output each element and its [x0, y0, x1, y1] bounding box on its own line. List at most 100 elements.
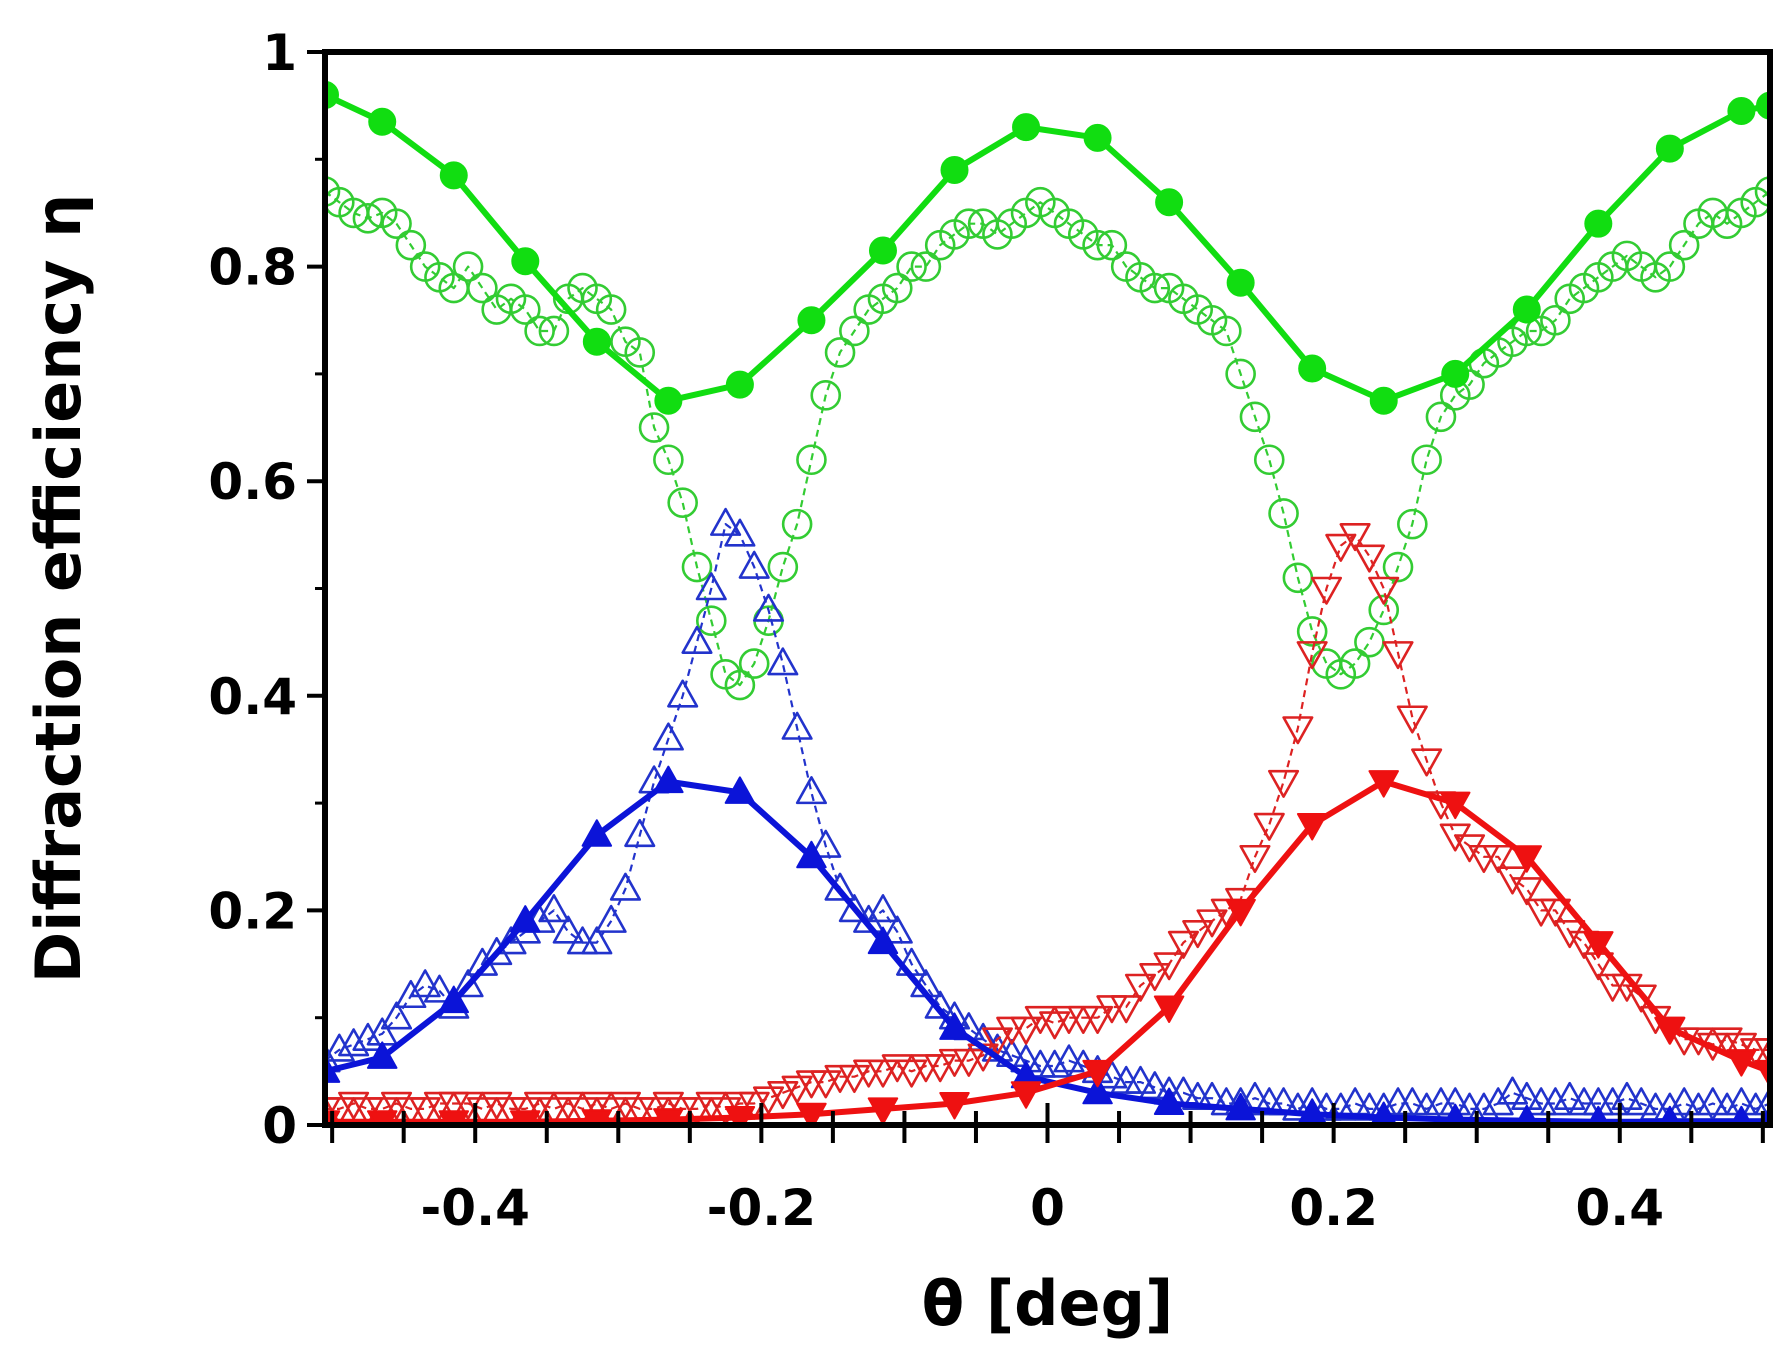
data-point — [796, 1102, 827, 1125]
data-point — [653, 765, 684, 794]
data-point — [868, 236, 897, 265]
data-point — [1010, 1081, 1042, 1109]
data-point — [1655, 134, 1684, 163]
ticks-layer: -0.4 -0.2 0 0.2 0.4 0 0.2 0.4 0.6 0.8 1 — [208, 24, 1765, 1237]
data-point — [1586, 1105, 1610, 1125]
data-point — [667, 679, 699, 708]
data-point — [1496, 866, 1529, 895]
data-point — [581, 926, 613, 955]
data-point — [1010, 1016, 1042, 1045]
data-point — [810, 1070, 842, 1099]
data-point — [1611, 1081, 1643, 1110]
data-point — [1525, 898, 1557, 927]
data-point — [538, 894, 570, 923]
data-point — [1225, 1092, 1256, 1121]
data-point — [511, 247, 540, 276]
data-point — [1053, 1044, 1085, 1073]
data-point — [1153, 995, 1185, 1023]
data-point — [1511, 877, 1543, 906]
data-point — [1325, 533, 1357, 562]
data-point — [939, 1012, 970, 1040]
data-point — [910, 251, 942, 282]
data-point — [1597, 1087, 1629, 1116]
data-point — [1139, 272, 1171, 304]
data-point — [867, 926, 899, 955]
data-point — [1368, 770, 1399, 798]
data-point — [1012, 113, 1041, 142]
data-point — [1711, 1027, 1743, 1056]
data-point — [481, 937, 513, 966]
data-point — [325, 1055, 341, 1083]
data-point — [738, 550, 770, 579]
data-point — [781, 711, 813, 740]
data-point — [1353, 544, 1385, 573]
data-point — [695, 1091, 727, 1120]
data-point — [1298, 354, 1327, 383]
data-point — [1253, 812, 1285, 841]
data-point — [1368, 594, 1400, 626]
data-point — [1139, 1071, 1171, 1100]
data-point — [1512, 295, 1541, 324]
data-point — [939, 1092, 970, 1120]
data-point — [1396, 1087, 1428, 1116]
data-point — [924, 1054, 956, 1083]
data-point — [781, 1075, 813, 1104]
data-point — [1754, 1087, 1770, 1116]
data-point — [1727, 97, 1756, 126]
data-point — [325, 176, 341, 207]
data-point — [695, 605, 727, 636]
data-point — [1539, 1087, 1571, 1116]
data-point — [352, 203, 384, 234]
data-point — [510, 905, 541, 933]
data-point — [1482, 1087, 1514, 1116]
data-point — [1442, 1103, 1468, 1125]
data-point — [724, 669, 756, 701]
data-point — [652, 1091, 684, 1120]
data-point — [752, 1086, 785, 1115]
data-point — [1654, 1016, 1686, 1045]
data-point — [624, 818, 656, 848]
x-axis-title: θ [deg] — [922, 1267, 1174, 1340]
data-point — [1597, 973, 1629, 1002]
data-point — [797, 306, 826, 335]
data-point — [1668, 229, 1700, 261]
data-point — [1756, 91, 1770, 120]
data-point — [681, 625, 713, 654]
data-point — [581, 1091, 613, 1120]
data-point — [552, 1091, 584, 1120]
x-tick-label: -0.4 — [421, 1179, 530, 1237]
data-point — [552, 915, 584, 944]
data-point — [395, 229, 427, 261]
data-point — [624, 337, 656, 368]
data-point — [1482, 844, 1514, 874]
data-point — [524, 1091, 556, 1120]
data-point — [1511, 845, 1543, 873]
data-point — [838, 1064, 870, 1094]
data-point — [781, 508, 813, 540]
data-point — [1310, 576, 1343, 605]
data-point — [1397, 508, 1428, 540]
data-point — [667, 487, 698, 518]
data-point — [724, 776, 756, 804]
data-point — [725, 370, 754, 399]
data-point — [1369, 386, 1398, 415]
data-point — [767, 551, 799, 583]
data-point — [638, 412, 670, 443]
data-point — [1382, 551, 1414, 583]
data-point — [1082, 1076, 1113, 1105]
data-point — [1225, 898, 1256, 927]
data-point — [796, 840, 827, 869]
data-point — [452, 969, 484, 998]
data-point — [1730, 1105, 1753, 1125]
data-point — [1425, 401, 1457, 433]
data-point — [1082, 1059, 1113, 1088]
y-tick-label: 0.2 — [208, 882, 297, 940]
data-point — [582, 327, 611, 356]
data-point — [1554, 920, 1586, 949]
data-point — [609, 872, 641, 901]
data-point — [795, 776, 827, 805]
data-point — [1697, 1087, 1729, 1116]
data-point — [581, 819, 613, 847]
data-point — [423, 974, 456, 1003]
data-point — [409, 1097, 441, 1125]
